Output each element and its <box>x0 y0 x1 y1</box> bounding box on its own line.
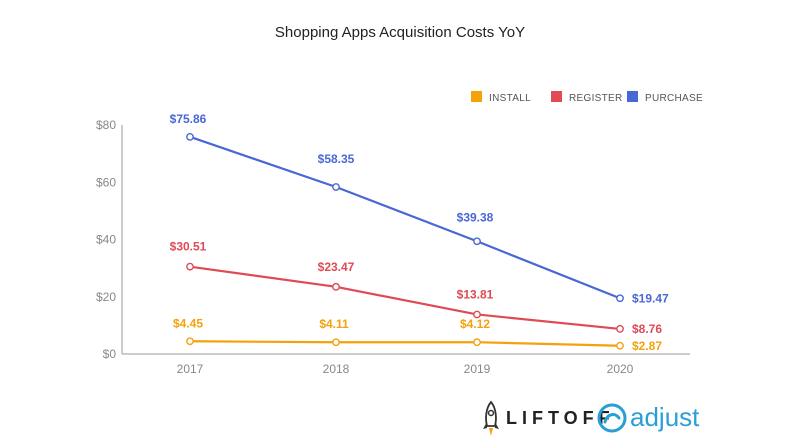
data-point <box>332 338 340 347</box>
legend-label-install: INSTALL <box>489 93 531 104</box>
series-line-install <box>189 340 621 347</box>
data-point <box>616 341 624 350</box>
data-point <box>616 294 624 303</box>
data-point <box>616 325 624 333</box>
data-label: $4.45 <box>173 316 203 330</box>
data-point <box>186 132 194 141</box>
legend-label-purchase: PURCHASE <box>645 93 703 104</box>
data-point <box>473 237 481 246</box>
rocket-icon <box>483 400 499 436</box>
legend-swatch-purchase <box>627 91 638 102</box>
data-label: $30.51 <box>170 240 207 254</box>
adjust-logo-icon <box>597 403 627 433</box>
data-label: $23.47 <box>318 260 355 274</box>
data-label: $19.47 <box>632 291 669 305</box>
data-label: $39.38 <box>457 210 494 224</box>
data-label: $2.87 <box>632 339 662 353</box>
y-tick-label: $0 <box>103 347 117 361</box>
legend-label-register: REGISTER <box>569 93 623 104</box>
legend-swatch-register <box>551 91 562 102</box>
data-label: $4.12 <box>460 317 490 331</box>
data-point <box>473 310 481 319</box>
x-tick-label: 2019 <box>464 362 491 376</box>
x-tick-label: 2020 <box>607 362 634 376</box>
series-line-register <box>189 265 621 331</box>
y-tick-label: $20 <box>96 290 116 304</box>
logos: LIFTOFF adjust <box>470 396 710 440</box>
y-tick-label: $80 <box>96 118 116 132</box>
y-tick-label: $40 <box>96 233 116 247</box>
data-label: $8.76 <box>632 322 662 336</box>
data-label: $4.11 <box>319 317 349 331</box>
liftoff-logo-text: LIFTOFF <box>506 408 615 428</box>
data-label: $58.35 <box>318 152 355 166</box>
chart-title: Shopping Apps Acquisition Costs YoY <box>274 24 526 41</box>
data-point <box>186 262 194 271</box>
data-label: $75.86 <box>170 112 207 126</box>
data-point <box>186 337 194 346</box>
data-point <box>473 338 481 347</box>
x-tick-label: 2018 <box>323 362 350 376</box>
data-label: $13.81 <box>457 287 494 301</box>
y-tick-label: $60 <box>96 175 116 189</box>
data-point <box>332 183 340 191</box>
data-point <box>332 282 340 291</box>
legend-swatch-install <box>471 91 482 102</box>
x-tick-label: 2017 <box>177 362 204 376</box>
adjust-logo-text: adjust <box>630 402 700 432</box>
series-line-purchase <box>189 135 621 300</box>
